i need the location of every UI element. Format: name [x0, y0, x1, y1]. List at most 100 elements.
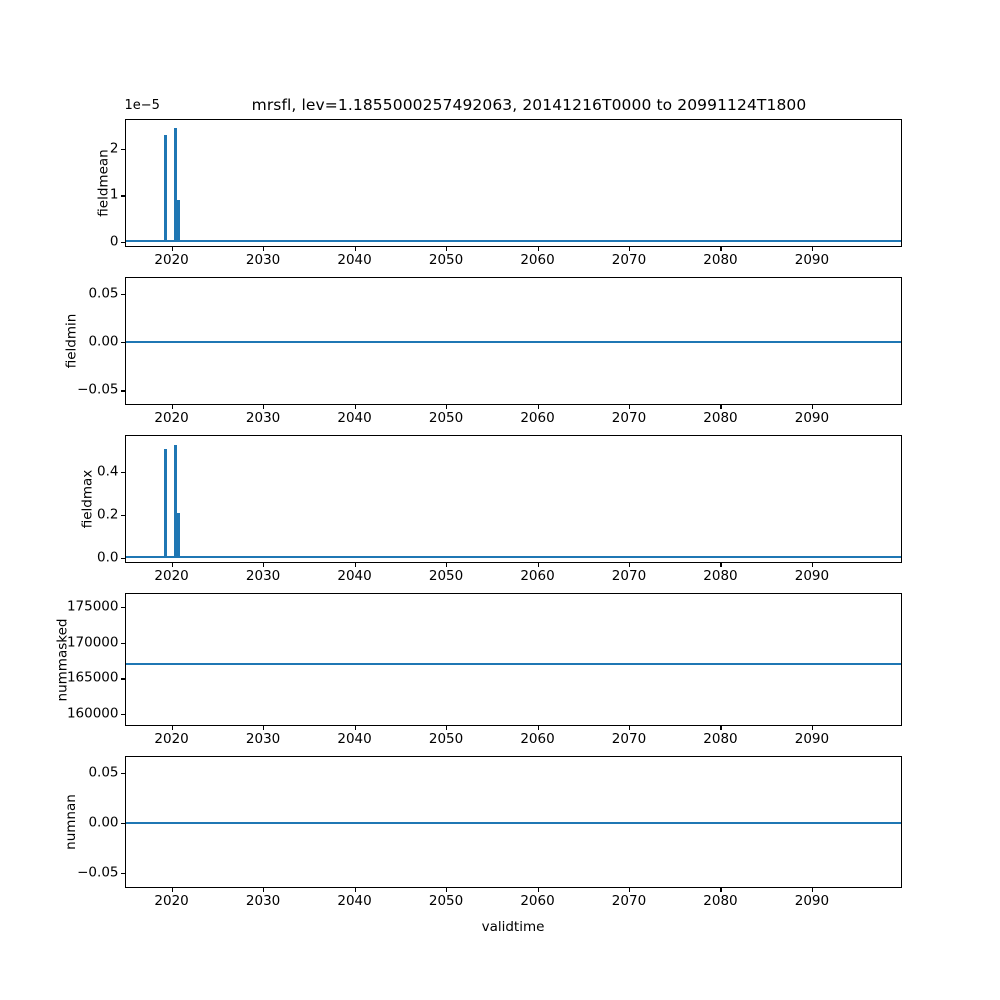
x-tick-mark — [263, 246, 265, 251]
x-tick-label: 2080 — [703, 731, 738, 747]
y-tick-label: 0.05 — [88, 764, 119, 781]
x-tick-mark — [811, 562, 814, 567]
x-tick-mark — [537, 725, 539, 730]
x-tick-mark — [720, 725, 722, 730]
x-tick-label: 2080 — [703, 252, 738, 268]
x-tick-label: 2030 — [245, 893, 281, 909]
x-tick-mark — [446, 887, 448, 892]
series-line — [125, 556, 901, 559]
x-tick-mark — [263, 562, 265, 567]
x-tick-mark — [811, 725, 814, 730]
x-tick-label: 2090 — [794, 252, 830, 268]
x-tick-label: 2090 — [794, 893, 830, 909]
x-tick-label: 2020 — [154, 893, 189, 909]
x-tick-label: 2070 — [611, 893, 647, 909]
x-tick-mark — [720, 562, 722, 567]
y-tick-label: 1 — [109, 186, 119, 203]
x-tick-label: 2030 — [245, 252, 281, 268]
subplot-fieldmean: 0 1 2 2020 2030 2040 2050 2060 2070 2080 2090 — [110, 119, 902, 268]
x-tick-label: 2030 — [245, 731, 281, 747]
plot-area — [125, 278, 901, 404]
y-tick-mark — [121, 558, 126, 560]
y-tick-label: 0.05 — [88, 284, 119, 301]
y-tick-label: 0.00 — [88, 333, 119, 350]
x-tick-mark — [720, 246, 722, 251]
x-tick-label: 2060 — [520, 568, 555, 584]
plot-area — [125, 436, 901, 562]
x-tick-mark — [628, 246, 631, 251]
x-tick-label: 2020 — [154, 410, 189, 426]
x-tick-label: 2020 — [154, 731, 189, 747]
series-spike — [173, 127, 177, 243]
x-tick-label: 2090 — [794, 568, 830, 584]
y-tick-mark — [121, 471, 126, 473]
x-tick-label: 2040 — [337, 252, 372, 268]
y-tick-mark — [121, 342, 126, 344]
y-tick-label: 175000 — [66, 598, 119, 615]
series-spike — [173, 445, 177, 559]
subplot-fieldmin: −0.05 0.00 0.05 2020 2030 2040 2050 2060 2070 208… — [77, 277, 902, 426]
series-spike — [177, 200, 180, 243]
x-tick-label: 2090 — [794, 731, 830, 747]
x-tick-mark — [537, 562, 539, 567]
y-tick-label: −0.05 — [77, 381, 119, 398]
x-tick-label: 2020 — [154, 568, 189, 584]
x-tick-label: 2080 — [703, 410, 738, 426]
y-tick-label: 170000 — [66, 633, 119, 650]
x-tick-mark — [263, 887, 265, 892]
x-tick-label: 2020 — [154, 252, 189, 268]
x-tick-mark — [811, 246, 814, 251]
x-tick-mark — [263, 404, 265, 409]
x-tick-mark — [446, 404, 448, 409]
x-tick-label: 2040 — [337, 893, 372, 909]
y-tick-mark — [121, 241, 126, 244]
y-tick-mark — [121, 606, 126, 609]
y-tick-label: −0.05 — [77, 864, 119, 881]
x-tick-label: 2040 — [337, 568, 372, 584]
series-line — [125, 239, 901, 243]
y-tick-mark — [121, 823, 126, 825]
y-tick-label: 0.4 — [97, 462, 119, 479]
x-tick-mark — [628, 404, 631, 409]
x-tick-label: 2060 — [520, 252, 555, 268]
y-axis-label-fieldmax: fieldmax — [78, 469, 95, 529]
y-axis-label-fieldmin: fieldmin — [62, 313, 79, 369]
x-tick-mark — [720, 887, 722, 892]
y-tick-mark — [121, 714, 126, 716]
x-tick-mark — [446, 246, 448, 251]
x-tick-mark — [446, 562, 448, 567]
series-line — [125, 821, 901, 825]
x-tick-label: 2090 — [794, 410, 830, 426]
x-tick-mark — [628, 562, 631, 567]
x-tick-mark — [811, 887, 814, 892]
y-tick-mark — [121, 873, 126, 875]
y-tick-label: 2 — [109, 140, 119, 157]
x-tick-label: 2040 — [337, 731, 372, 747]
x-tick-mark — [537, 246, 539, 251]
x-tick-label: 2070 — [611, 568, 647, 584]
x-tick-label: 2050 — [428, 893, 464, 909]
subplot-numnan: −0.05 0.00 0.05 2020 2030 2040 2050 2060 2070 208… — [77, 756, 902, 909]
y-tick-label: 160000 — [66, 705, 119, 722]
x-tick-mark — [171, 887, 173, 892]
series-spike — [177, 513, 180, 559]
x-tick-label: 2060 — [520, 410, 555, 426]
x-tick-label: 2030 — [245, 410, 281, 426]
x-tick-label: 2060 — [520, 731, 555, 747]
x-tick-mark — [171, 725, 173, 730]
series-spike — [164, 449, 167, 559]
y-axis-label-numnan: numnan — [62, 794, 79, 850]
x-tick-label: 2050 — [428, 410, 464, 426]
y-tick-mark — [121, 773, 126, 775]
x-tick-label: 2050 — [428, 731, 464, 747]
y-axis-label-nummasked: nummasked — [54, 618, 71, 701]
series-spike — [164, 134, 167, 243]
x-tick-mark — [354, 887, 356, 892]
y-tick-mark — [121, 148, 126, 151]
x-tick-mark — [446, 725, 448, 730]
series-line — [125, 340, 901, 344]
x-tick-mark — [354, 404, 356, 409]
plot-area — [125, 757, 901, 887]
y-tick-mark — [121, 195, 126, 197]
